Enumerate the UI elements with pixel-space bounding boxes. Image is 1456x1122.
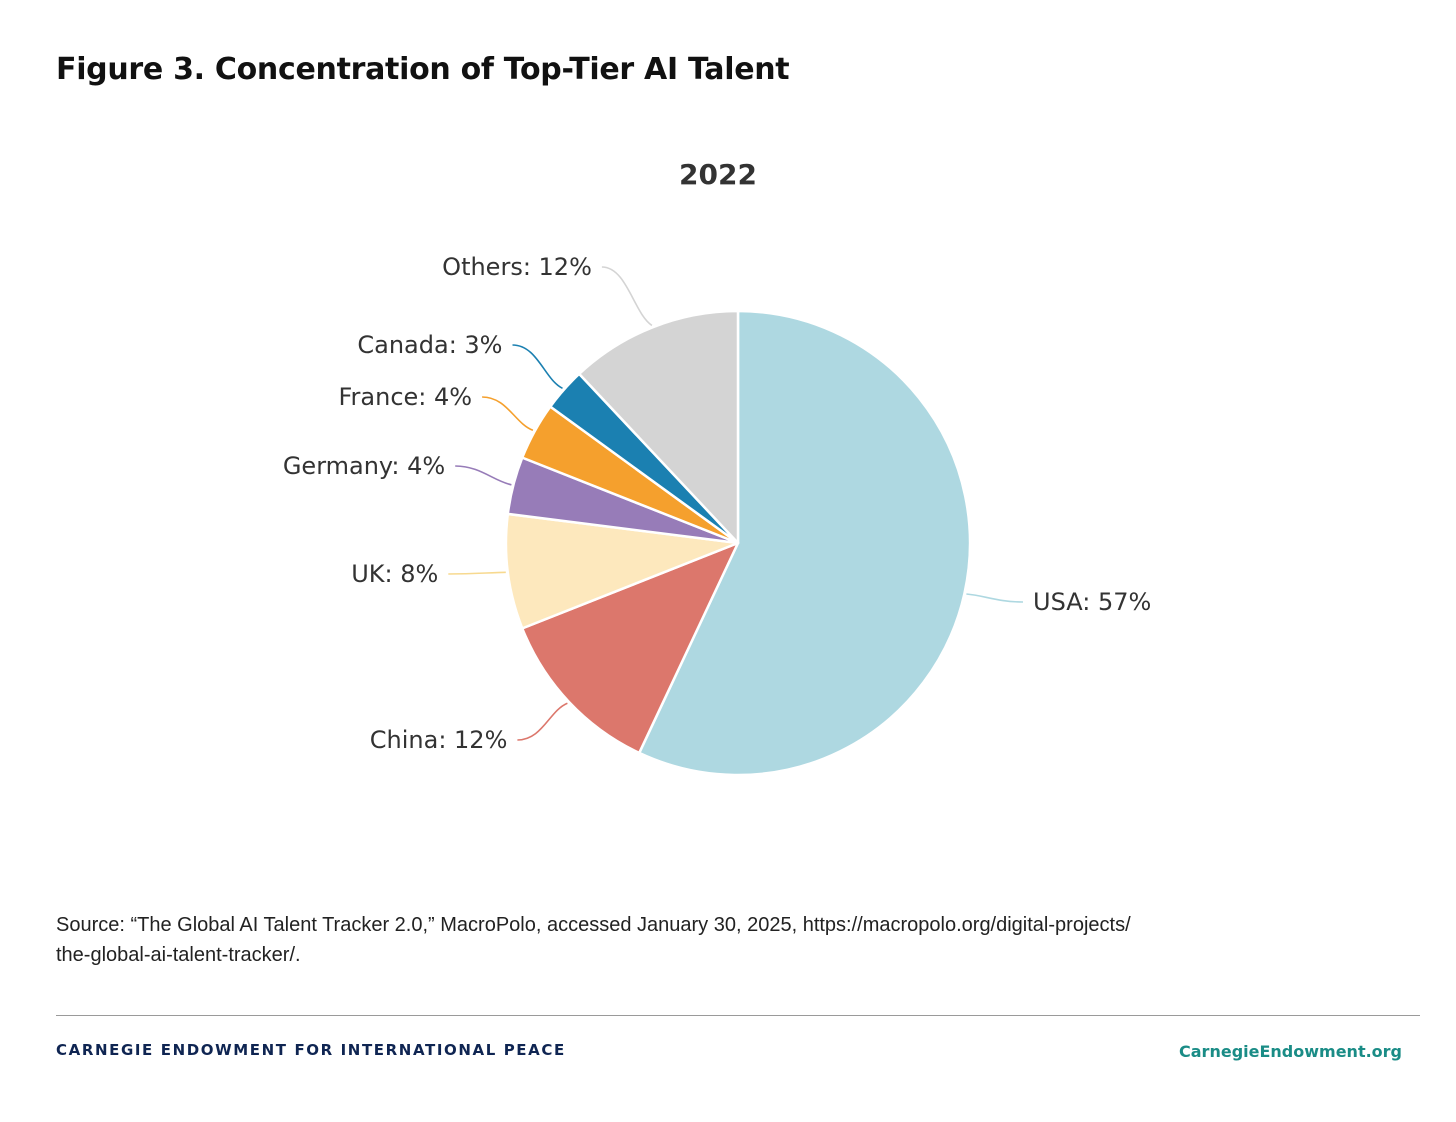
pie-labels: USA: 57% China: 12% UK: 8% Germany: 4% Franc… bbox=[283, 253, 1151, 754]
pie-label-uk: UK: 8% bbox=[351, 560, 438, 588]
pie-label-canada: Canada: 3% bbox=[357, 331, 502, 359]
pie-slice-uk bbox=[504, 512, 740, 630]
pie-label-france: France: 4% bbox=[339, 383, 473, 411]
pie-slices bbox=[504, 309, 972, 777]
pie-label-china: China: 12% bbox=[370, 726, 508, 754]
leader-line-france bbox=[482, 396, 534, 432]
leader-line-uk bbox=[448, 571, 506, 575]
pie-leader-lines bbox=[448, 266, 1024, 741]
chart-title: 2022 bbox=[679, 158, 757, 191]
leader-line-germany bbox=[455, 465, 512, 486]
footer-organization: CARNEGIE ENDOWMENT FOR INTERNATIONAL PEA… bbox=[56, 1041, 566, 1059]
pie-label-others: Others: 12% bbox=[442, 253, 592, 281]
footer-website-link[interactable]: CarnegieEndowment.org bbox=[1179, 1042, 1402, 1061]
leader-line-china bbox=[517, 702, 568, 741]
pie-slice-others bbox=[577, 309, 740, 545]
figure-title: Figure 3. Concentration of Top-Tier AI T… bbox=[56, 52, 790, 87]
pie-label-usa: USA: 57% bbox=[1033, 588, 1151, 616]
leader-line-canada bbox=[512, 344, 563, 390]
footer-divider bbox=[56, 1015, 1420, 1016]
pie-slice-usa bbox=[637, 309, 972, 777]
source-note: Source: “The Global AI Talent Tracker 2.… bbox=[56, 910, 1256, 970]
source-line-1: Source: “The Global AI Talent Tracker 2.… bbox=[56, 914, 1131, 936]
pie-label-germany: Germany: 4% bbox=[283, 452, 445, 480]
leader-line-others bbox=[601, 266, 653, 327]
pie-slice-china bbox=[521, 541, 740, 755]
leader-line-usa bbox=[966, 593, 1024, 603]
source-line-2: the-global-ai-talent-tracker/. bbox=[56, 944, 301, 966]
